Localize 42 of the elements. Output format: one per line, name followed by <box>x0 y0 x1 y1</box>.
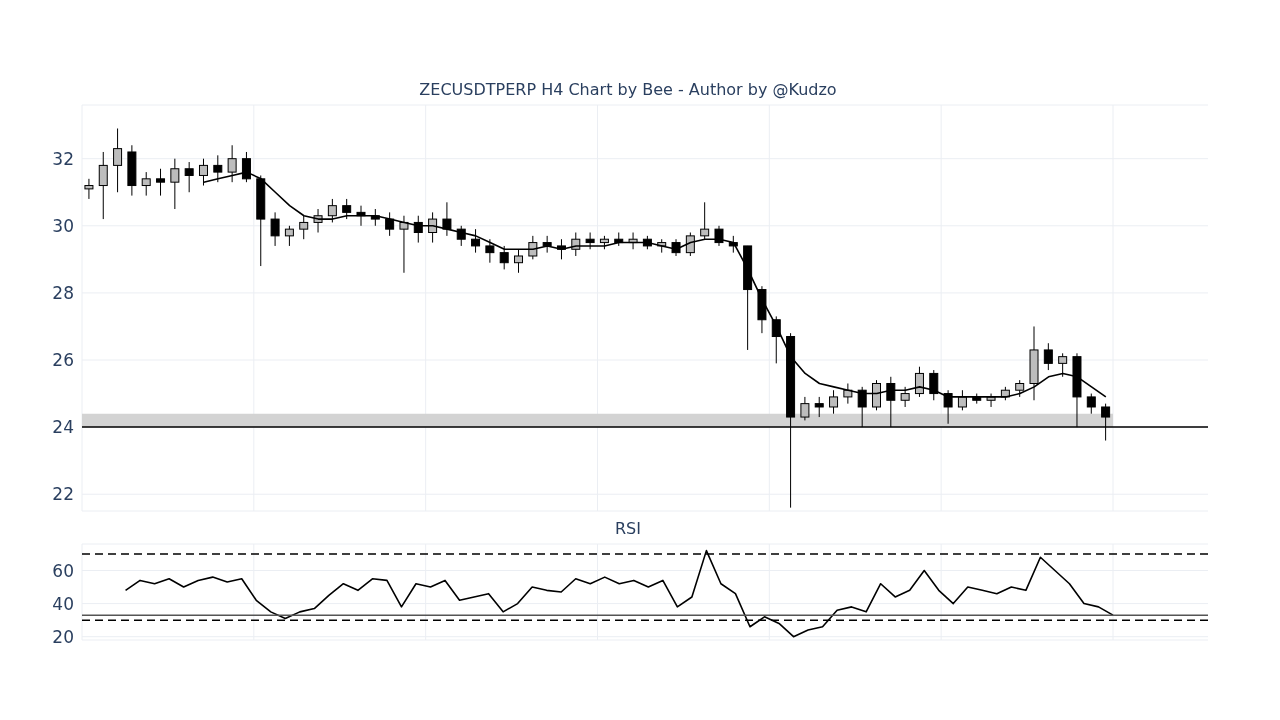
candlestick <box>471 228 481 254</box>
y-tick-label: 28 <box>52 282 74 303</box>
candlestick <box>170 158 180 210</box>
candlestick <box>1043 342 1053 371</box>
candlestick <box>428 211 438 244</box>
y-tick-label: 22 <box>52 484 74 505</box>
candlestick <box>156 168 166 197</box>
candlestick <box>270 211 280 247</box>
candlestick <box>98 151 108 220</box>
y-tick-label: 30 <box>52 215 74 236</box>
candlestick <box>514 248 524 274</box>
candlestick <box>385 211 395 237</box>
y-tick-label: 32 <box>52 148 74 169</box>
candlestick <box>685 232 695 257</box>
candlestick <box>184 161 194 193</box>
candlestick <box>814 396 824 418</box>
candlestick <box>1086 393 1096 415</box>
candlestick <box>800 396 810 421</box>
y-tick-label: 60 <box>52 560 74 581</box>
candlestick <box>442 201 452 237</box>
chart-title: ZECUSDTPERP H4 Chart by Bee - Author by @Kudzo <box>418 80 838 99</box>
candlestick <box>141 171 151 197</box>
candlestick <box>299 215 309 240</box>
chart-title: RSI <box>614 519 642 538</box>
candlestick <box>84 178 94 200</box>
y-tick-label: 24 <box>52 417 74 438</box>
candlestick <box>113 127 123 193</box>
candlestick <box>456 225 466 247</box>
candlestick <box>585 232 595 250</box>
candlestick <box>829 389 839 415</box>
candlestick <box>1058 352 1068 378</box>
candlestick <box>284 225 294 247</box>
candlestick <box>327 198 337 223</box>
candlestick <box>342 198 352 220</box>
y-tick-label: 40 <box>52 593 74 614</box>
candlestick <box>485 238 495 264</box>
y-tick-label: 26 <box>52 350 74 371</box>
y-tick-label: 20 <box>52 626 74 647</box>
candlestick <box>714 225 724 247</box>
candlestick <box>700 201 710 240</box>
candlestick <box>499 245 509 270</box>
candlestick <box>399 215 409 274</box>
